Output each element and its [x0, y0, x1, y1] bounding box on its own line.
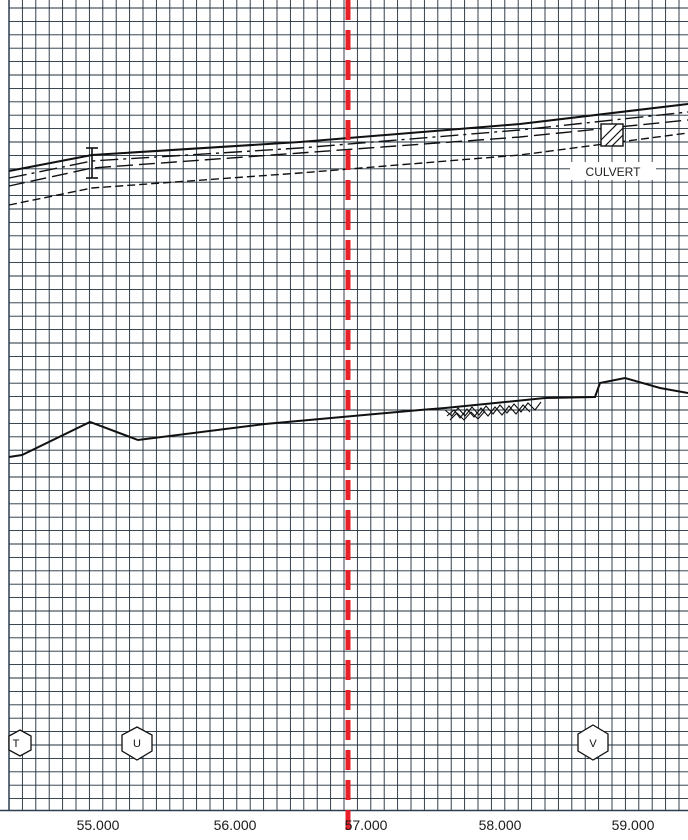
chainage-label-57: 57.000 — [344, 817, 388, 833]
station-marker-v-label: V — [589, 738, 597, 750]
road-centerline — [8, 111, 688, 179]
station-marker-t[interactable]: T — [8, 729, 32, 757]
culvert-symbol — [600, 123, 624, 147]
road-edge-line — [8, 103, 688, 172]
station-marker-u[interactable]: U — [121, 726, 153, 761]
road-lines — [8, 103, 688, 206]
road-offset-line — [8, 119, 688, 187]
station-marker-v[interactable]: V — [577, 724, 609, 761]
ditch-line — [8, 132, 688, 206]
chainage-label-59: 59.000 — [611, 817, 655, 833]
chainage-label-58: 58.000 — [478, 817, 522, 833]
station-marker-t-label: T — [13, 738, 20, 750]
benchmark-symbol — [86, 147, 98, 179]
chainage-label-56: 56.000 — [213, 817, 257, 833]
station-marker-u-label: U — [133, 738, 141, 750]
chainage-label-55: 55.000 — [76, 817, 120, 833]
culvert-label: CULVERT — [586, 165, 642, 179]
rock-hatch-marking — [444, 401, 542, 421]
ground-profile-line — [8, 376, 688, 458]
culvert-label-bg — [570, 162, 656, 180]
